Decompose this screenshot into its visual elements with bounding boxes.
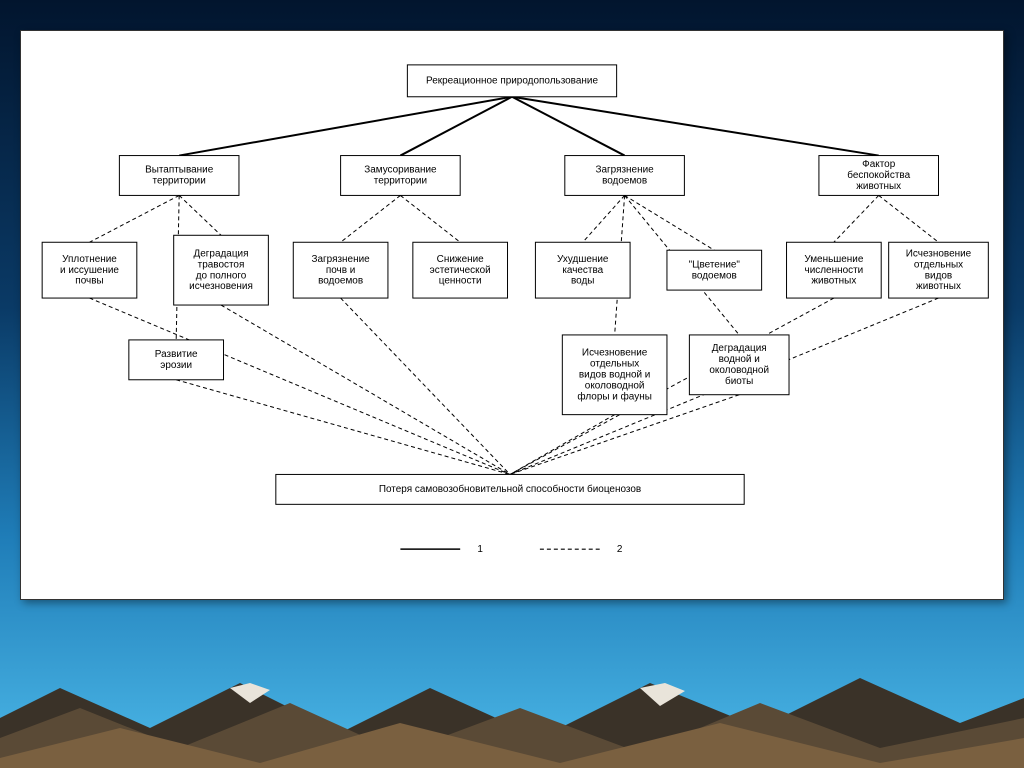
edge-l3-sink (176, 380, 510, 475)
edge-l4-sink (341, 298, 510, 474)
node-l2-line-0: Деградация (194, 248, 249, 259)
node-l1: Уплотнениеи иссушениепочвы (42, 242, 137, 298)
node-l1-line-2: почвы (75, 276, 103, 287)
edge-root-c2 (400, 97, 512, 156)
node-c3-line-0: Загрязнение (596, 165, 655, 176)
edge-c4-l11 (879, 195, 939, 242)
edge-l1-sink (89, 298, 510, 474)
node-l3-line-0: Развитие (155, 349, 198, 360)
node-l11-line-1: отдельных (914, 259, 963, 270)
node-l8-line-3: околоводной (585, 380, 645, 391)
node-l10-line-2: животных (811, 276, 856, 287)
node-l10: Уменьшениечисленностиживотных (787, 242, 882, 298)
node-l11-line-3: животных (916, 281, 961, 292)
edge-c2-l5 (400, 195, 460, 242)
node-l5-line-2: ценности (439, 276, 482, 287)
edge-l2-sink (221, 305, 510, 474)
node-l10-line-0: Уменьшение (804, 254, 864, 265)
edge-c4-l10 (834, 195, 879, 242)
node-l11-line-2: видов (925, 270, 952, 281)
node-l6-line-1: качества (562, 265, 603, 276)
node-sink: Потеря самовозобновительной способности … (276, 474, 744, 504)
edge-c3-l7 (625, 195, 715, 250)
node-c4-line-1: беспокойства (847, 170, 910, 181)
node-l7-line-0: "Цветение" (689, 259, 741, 270)
node-l3: Развитиеэрозии (129, 340, 224, 380)
nodes-group: Рекреационное природопользование Вытаптыв… (42, 65, 988, 504)
node-l2-line-3: исчезновения (189, 281, 253, 292)
node-c3: Загрязнениеводоемов (565, 156, 685, 196)
node-l8-line-1: отдельных (590, 358, 639, 369)
node-c2-line-1: территории (374, 176, 427, 187)
node-l9-line-1: водной и (719, 354, 760, 365)
node-l7: "Цветение"водоемов (667, 250, 762, 290)
node-l5: Снижениеэстетическойценности (413, 242, 508, 298)
node-l5-line-0: Снижение (437, 254, 484, 265)
node-l11: Исчезновениеотдельныхвидовживотных (889, 242, 989, 298)
node-c2-line-0: Замусоривание (364, 165, 437, 176)
node-c2: Замусориваниетерритории (341, 156, 461, 196)
node-l1-line-1: и иссушение (60, 265, 119, 276)
node-c3-line-1: водоемов (602, 176, 647, 187)
node-l8-line-4: флоры и фауны (577, 391, 651, 402)
node-l4-line-1: почв и (326, 265, 356, 276)
node-l6-line-0: Ухудшение (557, 254, 609, 265)
node-root-line-0: Рекреационное природопользование (426, 75, 598, 86)
node-l5-line-1: эстетической (430, 265, 491, 276)
mountains-graphic (0, 628, 1024, 768)
node-sink-line-0: Потеря самовозобновительной способности … (379, 484, 641, 495)
diagram-svg: Рекреационное природопользование Вытаптыв… (21, 31, 1003, 599)
node-l9-line-2: околоводной (709, 365, 769, 376)
node-c4-line-0: Фактор (862, 159, 896, 170)
node-l8-line-0: Исчезновение (582, 347, 648, 358)
diagram-panel: Рекреационное природопользование Вытаптыв… (20, 30, 1004, 600)
node-l2: Деградациятравостоядо полногоисчезновени… (174, 235, 269, 305)
node-l4-line-0: Загрязнение (312, 254, 371, 265)
node-c4: Факторбеспокойстваживотных (819, 156, 939, 196)
edge-c3-l6 (583, 195, 625, 242)
node-l8-line-2: видов водной и (579, 369, 650, 380)
node-root: Рекреационное природопользование (407, 65, 616, 97)
node-c1: Вытаптываниетерритории (119, 156, 239, 196)
node-l2-line-1: травостоя (198, 259, 245, 270)
node-l9-line-3: биоты (725, 376, 753, 387)
edge-c1-l1 (89, 195, 179, 242)
edge-c2-l4 (341, 195, 401, 242)
edges-solid-group (179, 97, 879, 156)
node-l9-line-0: Деградация (712, 343, 767, 354)
node-l9: Деградацияводной иоколоводнойбиоты (689, 335, 789, 395)
legend-label-2: 2 (617, 544, 623, 555)
node-l1-line-0: Уплотнение (62, 254, 117, 265)
node-l6: Ухудшениекачестваводы (535, 242, 630, 298)
node-l10-line-1: численности (805, 265, 864, 276)
node-l6-line-2: воды (571, 276, 594, 287)
edge-root-c1 (179, 97, 512, 156)
edge-c1-l2 (179, 195, 221, 235)
node-l8: Исчезновениеотдельныхвидов водной иоколо… (562, 335, 667, 415)
node-l3-line-1: эрозии (160, 360, 192, 371)
node-c1-line-0: Вытаптывание (145, 165, 214, 176)
node-l11-line-0: Исчезновение (906, 248, 972, 259)
node-l4: Загрязнениепочв иводоемов (293, 242, 388, 298)
legend: 1 2 (400, 544, 622, 555)
node-c4-line-2: животных (856, 181, 901, 192)
node-c1-line-1: территории (153, 176, 206, 187)
legend-label-1: 1 (477, 544, 483, 555)
node-l4-line-2: водоемов (318, 276, 363, 287)
node-l7-line-1: водоемов (692, 270, 737, 281)
node-l2-line-2: до полного (196, 270, 247, 281)
